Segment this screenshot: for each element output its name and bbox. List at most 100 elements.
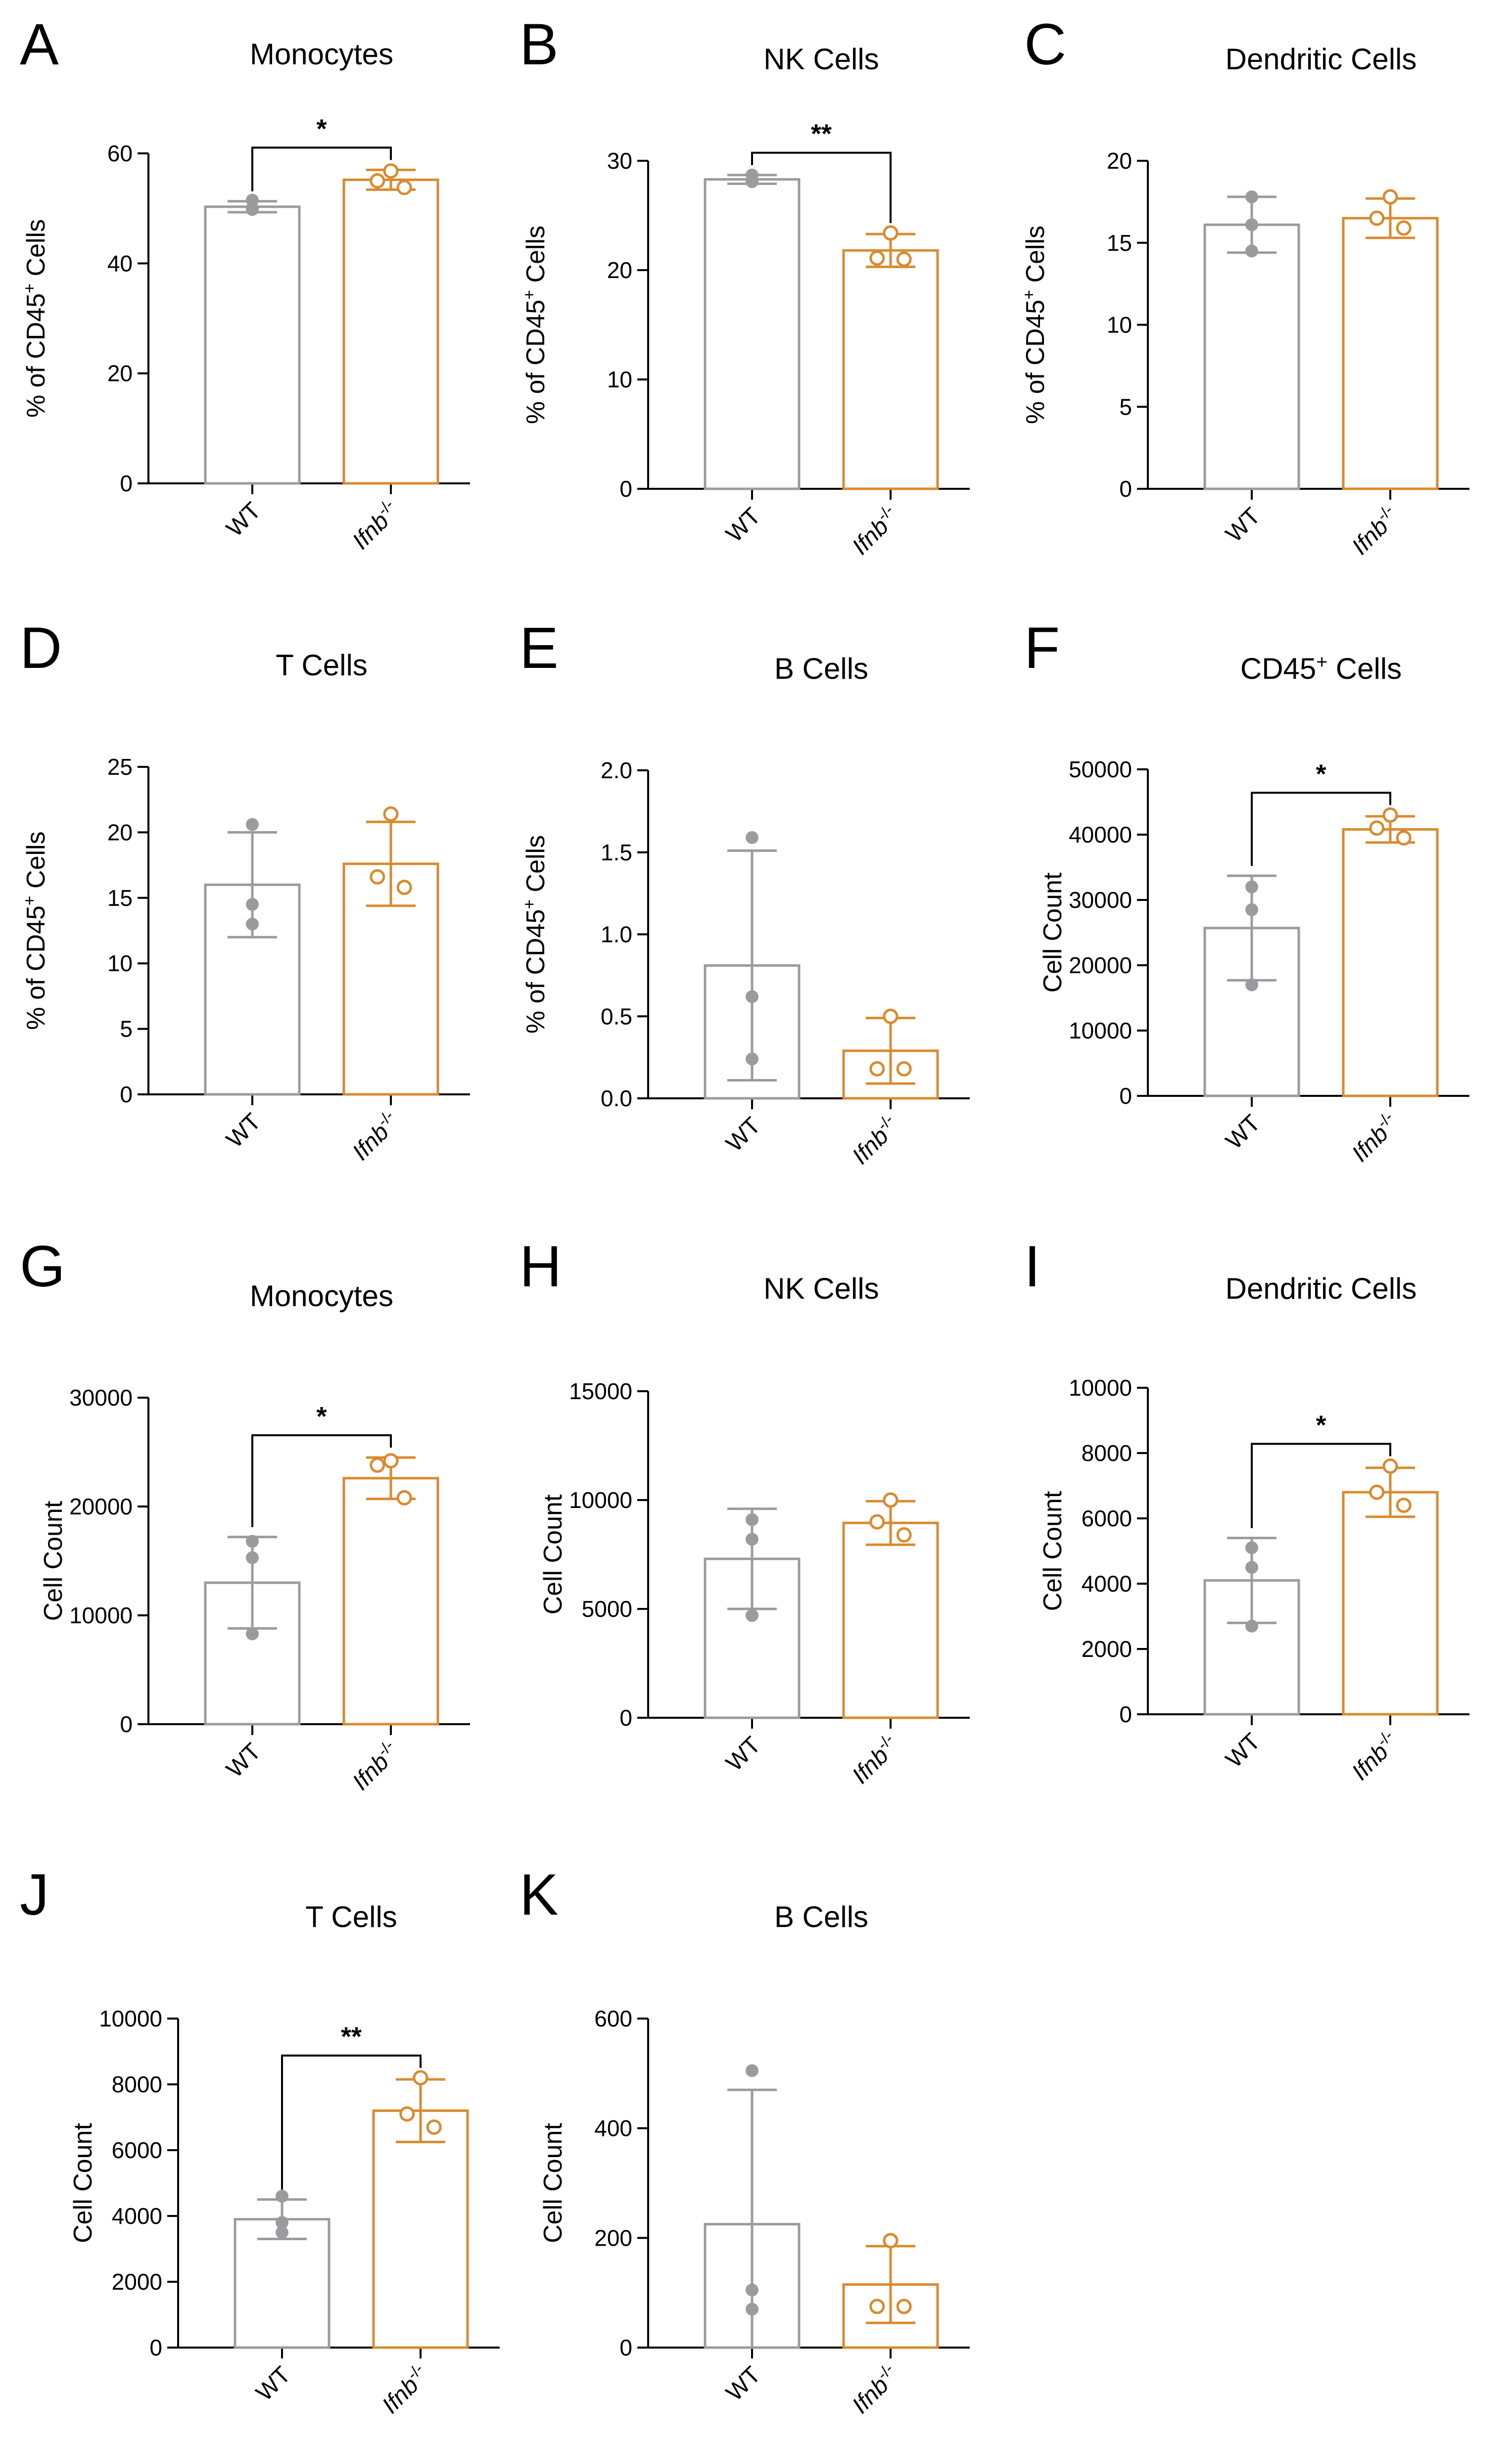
x-tick-label-text: Ifnb-/- [846, 1111, 904, 1170]
x-tick-label: Ifnb-/- [346, 1107, 405, 1166]
data-point-wt [746, 831, 758, 844]
x-tick-label: WT [1221, 1110, 1266, 1154]
chart-title: T Cells [276, 649, 368, 682]
y-tick-label: 1.0 [601, 922, 632, 947]
y-tick-label: 4000 [1082, 1571, 1132, 1597]
panel-g: G Monocytes 0 10000 20000 30000 Cell Count WT If… [20, 1234, 470, 1795]
x-tick-label: Ifnb-/- [1347, 1727, 1396, 1786]
y-tick-label: 60 [107, 141, 133, 166]
panel-f: F CD45+ Cells 0 10000 20000 30000 40000 50000 Ce… [1024, 615, 1469, 1167]
panel-letter: D [20, 615, 62, 681]
chart-title: B Cells [774, 1900, 868, 1933]
data-point-wt [1245, 244, 1258, 258]
y-axis-label-text: % of CD45+ Cells [20, 831, 50, 1030]
x-tick-label-text: Ifnb-/- [846, 2360, 904, 2419]
x-tick-label-text: Ifnb-/- [1345, 501, 1404, 560]
y-tick-label: 0 [1119, 476, 1132, 502]
data-point-ko [883, 225, 898, 241]
data-point-ko [896, 1527, 912, 1543]
y-tick-label: 20000 [1069, 952, 1132, 978]
x-tick-label: Ifnb-/- [847, 1730, 897, 1789]
data-point-wt [1245, 903, 1258, 916]
panel-k: K B Cells 0 200 400 600 Cell Count WT Ifnb-/- [520, 1862, 970, 2419]
data-point-ko [383, 1453, 399, 1469]
chart-title: NK Cells [763, 1272, 879, 1305]
x-tick-label-text: Ifnb-/- [846, 501, 904, 560]
data-point-wt [746, 1609, 758, 1622]
significance-bracket [1251, 1443, 1391, 1528]
y-tick-label: 20 [1107, 148, 1132, 174]
data-point-ko [383, 163, 399, 179]
data-point-ko [1369, 820, 1385, 836]
significance-marker: * [316, 1402, 327, 1431]
y-tick-label: 30000 [69, 1385, 133, 1411]
y-axis-label: % of CD45+ Cells [1020, 226, 1050, 424]
data-point-wt [276, 2226, 288, 2239]
data-point-wt [246, 818, 259, 831]
y-tick-label: 0 [120, 1711, 133, 1737]
data-point-ko [896, 251, 912, 267]
y-tick-label: 0 [1119, 1701, 1132, 1727]
y-axis-label: Cell Count [539, 2123, 567, 2243]
bar-ko [1342, 1491, 1439, 1716]
x-tick-label-text: Ifnb-/- [346, 1107, 405, 1166]
data-point-wt [1245, 978, 1258, 991]
panel-a: A Monocytes 0 20 40 60 % of CD45+ Cells WT Ifnb-… [20, 12, 470, 555]
data-point-ko [896, 2299, 912, 2314]
data-point-ko [370, 1457, 385, 1473]
x-tick-label-text: WT [1221, 503, 1266, 547]
x-tick-label-text: Ifnb-/- [376, 2360, 434, 2419]
y-tick-label: 2.0 [601, 757, 632, 783]
y-tick-label: 2000 [1082, 1636, 1132, 1662]
x-tick-label: Ifnb-/- [846, 1111, 904, 1170]
y-tick-label: 2000 [112, 2269, 162, 2295]
x-tick-label: WT [721, 503, 766, 547]
data-point-wt [746, 990, 758, 1003]
x-tick-label-text: WT [721, 2361, 766, 2406]
panel-d: D T Cells 0 5 10 15 20 25 % of CD45+ Cells WT Ifnb… [20, 615, 470, 1166]
y-tick-label: 10 [107, 950, 133, 976]
y-tick-label: 10 [607, 367, 632, 392]
data-point-wt [1245, 1541, 1258, 1554]
y-tick-label: 40 [107, 250, 133, 276]
y-tick-label: 0 [619, 476, 632, 502]
data-point-wt [1245, 1619, 1258, 1633]
y-tick-label: 0 [120, 471, 133, 496]
significance-bracket [1251, 792, 1391, 866]
data-point-ko [1396, 830, 1412, 846]
y-axis-label: Cell Count [539, 1494, 567, 1614]
data-point-ko [869, 1061, 885, 1077]
y-tick-label: 10000 [569, 1487, 632, 1513]
y-axis-label-text: % of CD45+ Cells [520, 226, 550, 424]
y-axis-label-text: Cell Count [69, 2123, 97, 2243]
panel-letter: G [20, 1234, 65, 1299]
significance-bracket [251, 146, 392, 191]
data-point-ko [896, 1061, 912, 1077]
y-tick-label: 8000 [112, 2071, 162, 2097]
y-tick-label: 0.0 [601, 1085, 632, 1111]
chart-title: Monocytes [250, 38, 393, 71]
bar-ko [1342, 828, 1439, 1097]
y-tick-label: 10 [1107, 312, 1132, 338]
x-tick-label-text: WT [721, 503, 766, 547]
data-point-ko [1396, 220, 1412, 236]
y-axis-label: % of CD45+ Cells [520, 226, 550, 424]
x-tick-label: WT [721, 1112, 766, 1157]
significance-marker: ** [341, 2022, 362, 2052]
chart-title: T Cells [305, 1900, 397, 1933]
y-tick-label: 10000 [69, 1602, 133, 1628]
bar-ko [842, 249, 939, 490]
x-tick-label: Ifnb-/- [347, 1737, 397, 1795]
y-tick-label: 0 [120, 1082, 133, 1107]
y-axis-label-text: Cell Count [1039, 872, 1067, 992]
y-axis-label: Cell Count [1039, 872, 1067, 992]
y-tick-label: 15000 [569, 1378, 632, 1404]
bar-ko [342, 1477, 439, 1726]
y-tick-label: 25 [107, 754, 133, 780]
chart-title: NK Cells [763, 43, 879, 76]
data-point-ko [883, 1008, 898, 1024]
x-tick-label-text: WT [1221, 1728, 1266, 1773]
panel-b: B NK Cells 0 10 20 30 % of CD45+ Cells WT Ifnb-/… [520, 12, 970, 560]
significance-marker: * [1316, 1410, 1326, 1440]
